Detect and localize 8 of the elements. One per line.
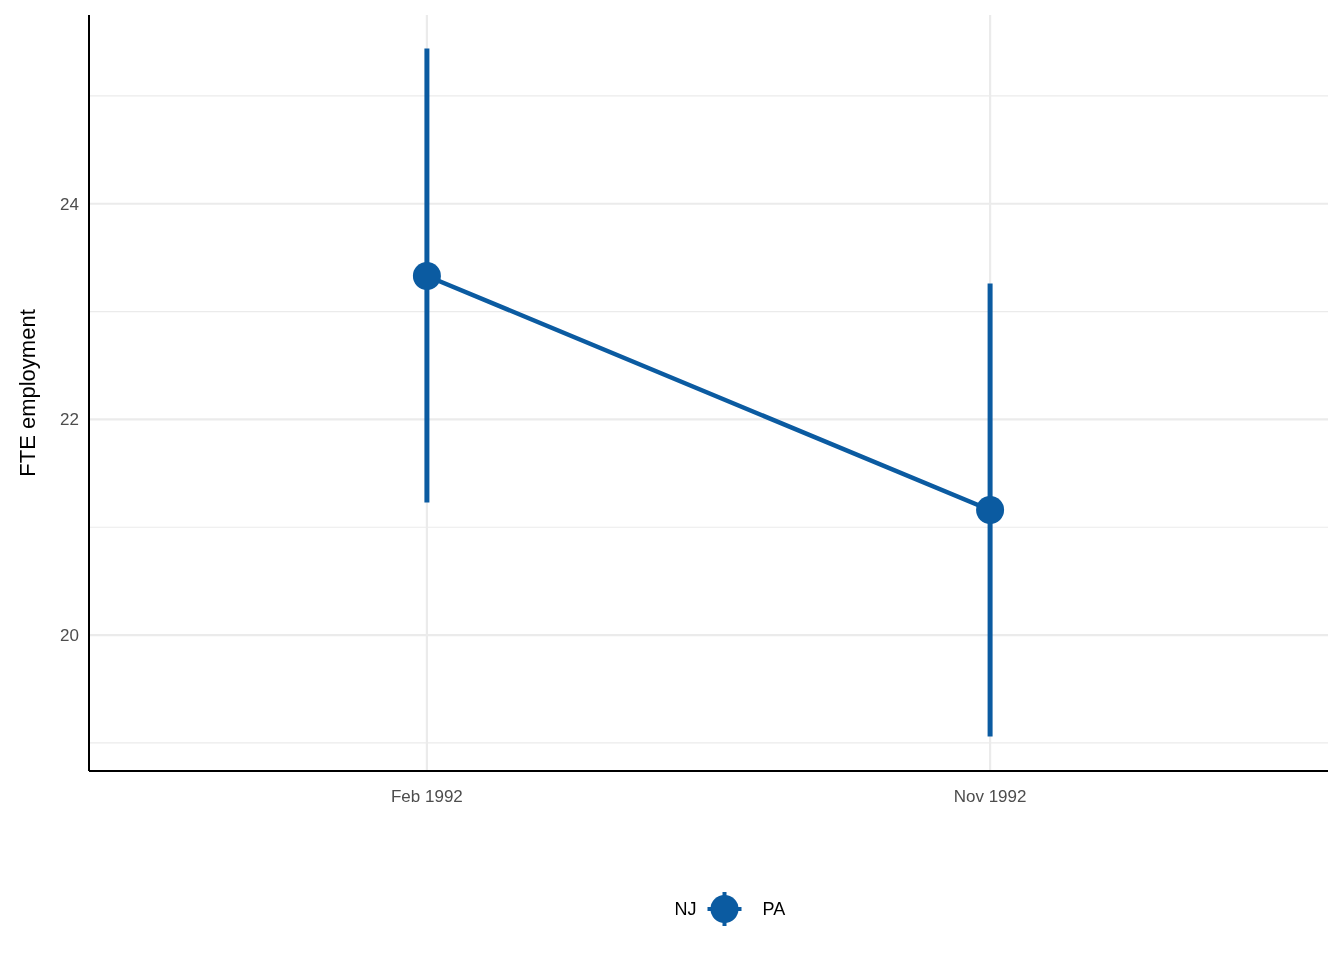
x-tick-label: Nov 1992: [953, 787, 1027, 806]
legend-title: NJ: [674, 899, 697, 920]
y-axis-title: FTE employment: [15, 309, 40, 477]
x-tick-label: Feb 1992: [390, 787, 463, 806]
y-tick-label: 22: [60, 410, 79, 430]
y-tick-label: 20: [60, 626, 79, 646]
y-tick-label: 24: [60, 194, 79, 214]
legend-label: PA: [762, 899, 786, 920]
